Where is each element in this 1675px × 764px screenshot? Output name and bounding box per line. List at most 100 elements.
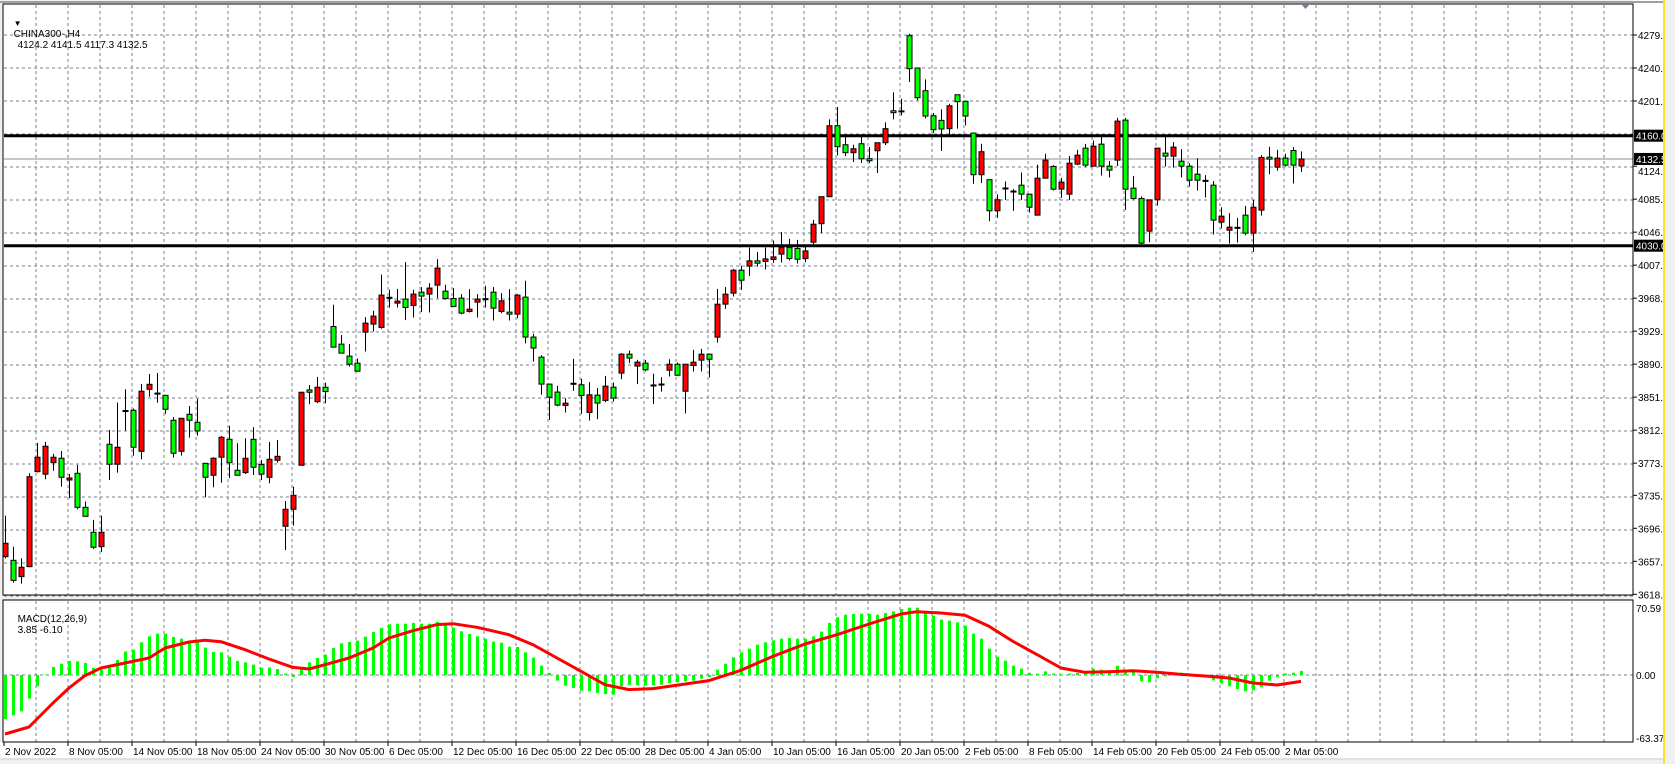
macd-tick-label: -63.37: [1636, 734, 1665, 745]
chart-header: ▼ CHINA300-,H4 4124.2 4141.5 4117.3 4132…: [8, 7, 148, 51]
candle-body: [642, 362, 649, 371]
candle: [298, 391, 305, 466]
time-tick-label: 2 Feb 05:00: [965, 747, 1019, 758]
macd-histogram-bar: [860, 613, 863, 675]
candle-body: [1186, 165, 1193, 181]
macd-tick-label: 70.59: [1636, 604, 1661, 615]
macd-histogram-bar: [700, 675, 703, 679]
macd-histogram-bar: [268, 667, 271, 675]
candle: [1090, 140, 1097, 167]
candle: [66, 473, 73, 499]
candle-body: [434, 267, 441, 286]
candle-body: [754, 260, 761, 264]
chart-shift-icon[interactable]: [1301, 4, 1310, 9]
candle: [546, 383, 553, 420]
macd-histogram-bar: [300, 669, 303, 675]
candle: [754, 251, 761, 267]
candle-body: [690, 361, 697, 367]
time-tick-label: 24 Nov 05:00: [261, 747, 321, 758]
macd-histogram-bar: [580, 675, 583, 691]
macd-histogram-bar: [708, 675, 711, 677]
time-tick-label: 28 Dec 05:00: [645, 747, 705, 758]
macd-histogram-bar: [876, 614, 879, 675]
macd-histogram-bar: [148, 636, 151, 675]
candle-body: [618, 353, 625, 374]
macd-histogram-bar: [972, 633, 975, 675]
candle: [330, 304, 337, 348]
candle: [570, 358, 577, 391]
macd-histogram-bar: [252, 664, 255, 675]
macd-histogram-bar: [380, 627, 383, 675]
macd-histogram-bar: [244, 662, 247, 675]
candle: [1274, 149, 1281, 171]
candle-body: [250, 438, 257, 468]
candle: [58, 450, 65, 487]
candle-body: [626, 353, 633, 359]
macd-histogram-bar: [676, 675, 679, 683]
candle-body: [130, 409, 137, 448]
macd-histogram-bar: [892, 611, 895, 675]
candle: [1098, 136, 1105, 176]
macd-panel[interactable]: [3, 600, 1633, 742]
candle: [682, 363, 689, 414]
candle-body: [162, 394, 169, 410]
candle-body: [242, 457, 249, 474]
macd-histogram-bar: [804, 638, 807, 675]
macd-histogram-bar: [4, 675, 7, 719]
triangle-down-icon[interactable]: ▼: [13, 19, 22, 28]
candle: [762, 247, 769, 270]
candle: [234, 443, 241, 476]
candle: [266, 442, 273, 484]
candle: [458, 294, 465, 315]
macd-tick-label: 0.00: [1636, 671, 1656, 682]
candle-body: [842, 144, 849, 154]
candle-body: [170, 419, 177, 454]
ohlc-values: 4124.2 4141.5 4117.3 4132.5: [17, 40, 148, 51]
candle-body: [50, 456, 57, 464]
candle: [1018, 172, 1025, 200]
candle-body: [1226, 226, 1233, 231]
candle-body: [882, 128, 889, 144]
candle: [130, 408, 137, 456]
macd-histogram-bar: [524, 652, 527, 675]
candle: [114, 402, 121, 473]
candle: [610, 382, 617, 402]
candle-body: [562, 402, 569, 406]
candle: [1250, 199, 1257, 252]
candle: [850, 144, 857, 163]
candle-body: [530, 336, 537, 349]
time-axis-area: [0, 742, 1663, 758]
candle: [418, 287, 425, 313]
candle: [490, 287, 497, 321]
candle-body: [778, 247, 785, 255]
candle: [874, 142, 881, 174]
candle: [978, 143, 985, 184]
macd-histogram-bar: [1052, 673, 1055, 675]
candle-body: [658, 383, 665, 386]
candle-body: [698, 353, 705, 361]
macd-histogram-bar: [844, 614, 847, 675]
candle-body: [986, 179, 993, 212]
candle: [106, 429, 113, 480]
candle-body: [490, 291, 497, 309]
macd-histogram-bar: [612, 675, 615, 695]
candle-body: [586, 394, 593, 413]
macd-histogram-bar: [1140, 675, 1143, 682]
main-price-panel[interactable]: [3, 4, 1633, 595]
candle: [194, 398, 201, 436]
candle-body: [482, 298, 489, 301]
macd-histogram-bar: [932, 615, 935, 675]
macd-histogram-bar: [1156, 675, 1159, 679]
candle-body: [154, 392, 161, 395]
candle-body: [1258, 156, 1265, 211]
candle-body: [858, 143, 865, 160]
candle: [482, 285, 489, 308]
candle: [450, 288, 457, 307]
candle: [898, 98, 905, 116]
horizontal-lines[interactable]: 4160.0 4030.0 4132.5: [4, 129, 1670, 253]
candle-body: [730, 269, 737, 294]
candle-body: [282, 508, 289, 527]
macd-histogram-bar: [1020, 668, 1023, 675]
candle: [858, 137, 865, 164]
